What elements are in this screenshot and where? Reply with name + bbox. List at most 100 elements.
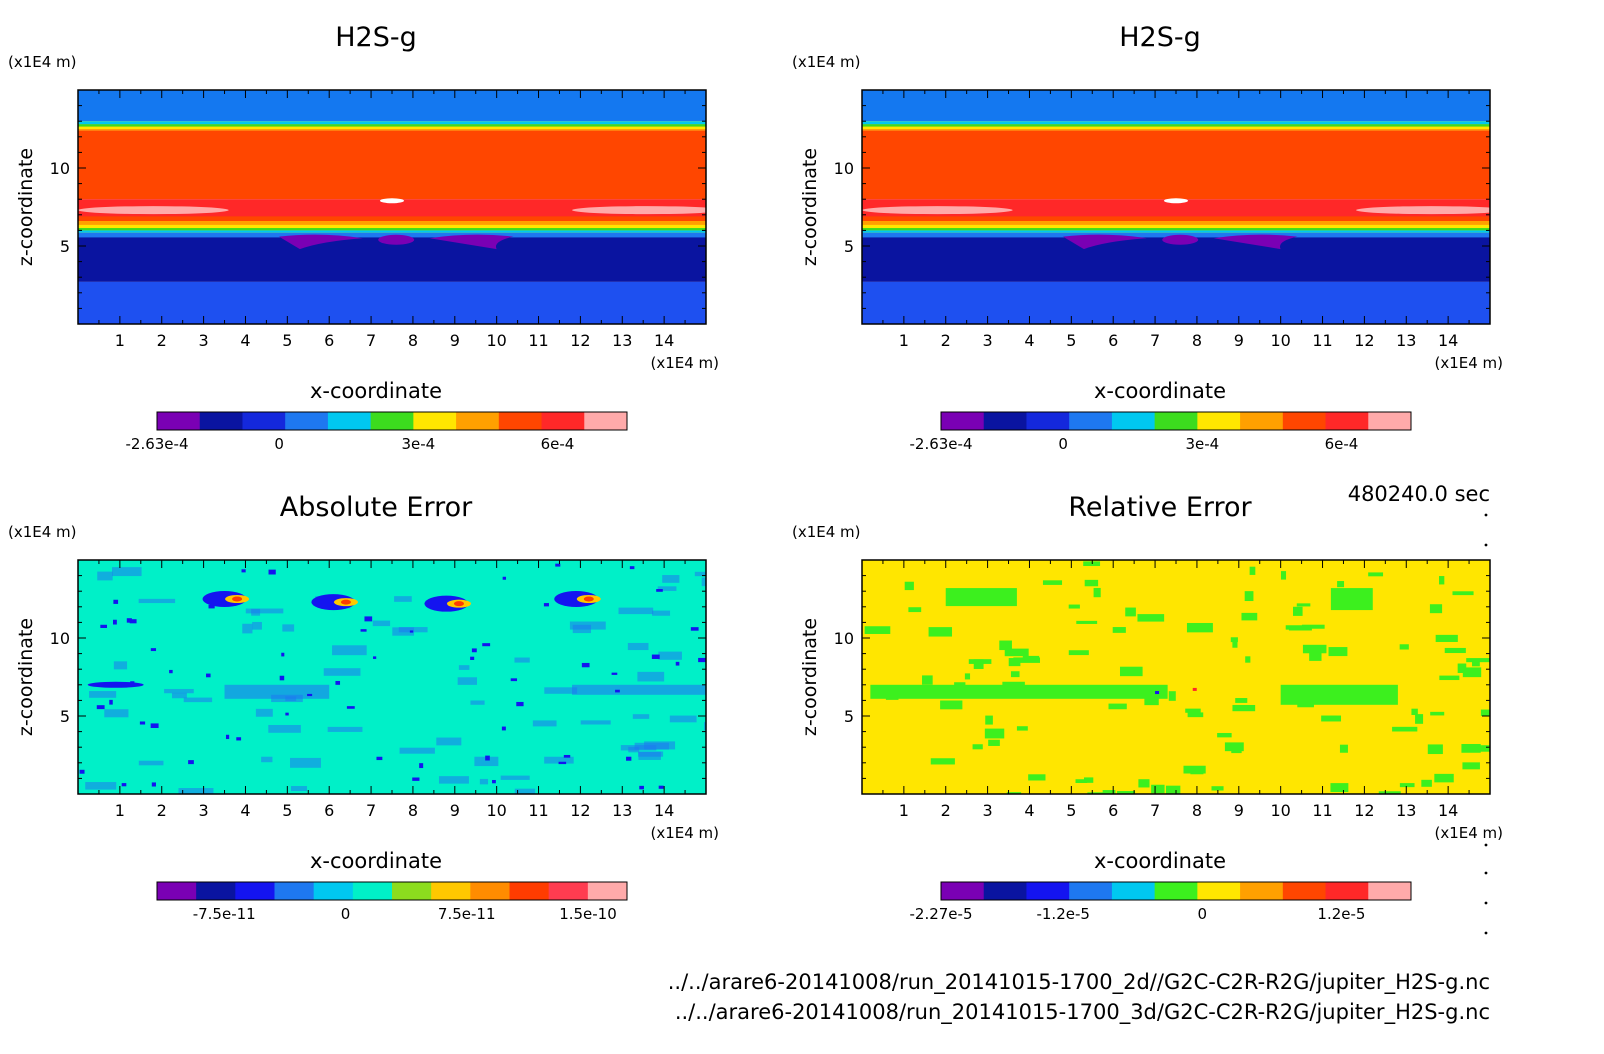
x-tick-label: 4: [1024, 331, 1034, 350]
y-tick-label: 10: [50, 159, 70, 178]
error-patch: [580, 720, 611, 725]
error-patch: [999, 640, 1012, 651]
error-patch: [372, 620, 391, 627]
error-patch: [97, 571, 113, 581]
error-patch: [225, 734, 230, 740]
error-patch: [544, 756, 574, 764]
error-patch: [1249, 566, 1256, 575]
error-patch: [183, 697, 213, 703]
error-patch: [1444, 647, 1466, 654]
error-patch: [1241, 612, 1258, 621]
error-patch: [690, 627, 699, 631]
colorbar-swatch: [1154, 882, 1198, 900]
x-tick-label: 9: [450, 331, 460, 350]
error-patch: [629, 566, 635, 570]
x-tick-label: 5: [1066, 801, 1076, 820]
x-tick-label: 1: [115, 801, 125, 820]
colorbar-swatch: [327, 412, 372, 430]
error-patch: [1328, 647, 1348, 657]
error-patch: [482, 643, 491, 647]
error-patch: [169, 669, 173, 674]
error-patch: [1293, 606, 1303, 616]
x-tick-label: 4: [240, 331, 250, 350]
error-patch: [652, 610, 671, 616]
error-patch: [471, 648, 477, 653]
x-unit-label: (x1E4 m): [650, 354, 719, 372]
error-patch: [1429, 604, 1443, 614]
error-patch: [651, 654, 660, 659]
colorbar-swatch: [196, 882, 236, 900]
error-patch: [1430, 711, 1445, 716]
y-axis-label: z-coordinate: [15, 618, 37, 736]
error-patch: [940, 700, 963, 710]
error-patch: [1151, 784, 1165, 794]
x-tick-label: 8: [1192, 331, 1202, 350]
error-patch: [694, 571, 706, 577]
x-unit-label: (x1E4 m): [1434, 824, 1503, 842]
error-patch: [632, 714, 650, 719]
error-patch: [1427, 744, 1443, 755]
colorbar-swatch: [1240, 412, 1284, 430]
colorbar-frame: [156, 411, 628, 431]
error-patch: [470, 700, 485, 705]
x-tick-label: 2: [941, 801, 951, 820]
field-band: [78, 90, 706, 122]
error-patch: [1013, 657, 1041, 663]
error-patch: [1010, 671, 1020, 678]
error-patch: [224, 684, 330, 699]
field-band: [862, 126, 1490, 129]
colorbar-swatch: [1197, 882, 1241, 900]
field-band: [78, 124, 706, 127]
error-patch: [945, 588, 1017, 607]
colorbar-frame: [156, 881, 628, 901]
error-patch: [188, 760, 194, 765]
error-patch: [1244, 591, 1254, 602]
field-band: [78, 216, 706, 222]
colorbar-tick-label: -2.63e-4: [126, 435, 189, 453]
colorbar-swatch: [456, 412, 500, 430]
error-patch: [261, 756, 273, 763]
error-patch: [972, 744, 983, 750]
error-patch: [113, 661, 128, 670]
error-patch: [558, 761, 567, 765]
chart-panel-3: Absolute Error(x1E4 m)1 2 3 4 5 6 7 8 9 10 11 12 13 1…: [8, 492, 719, 923]
error-patch: [1232, 704, 1256, 712]
error-patch: [1378, 791, 1401, 794]
x-tick-label: 10: [486, 331, 506, 350]
error-patch: [255, 708, 273, 717]
error-patch: [485, 755, 490, 761]
x-tick-label: 7: [366, 331, 376, 350]
colorbar-swatch: [1069, 412, 1113, 430]
field-feature: [380, 198, 404, 204]
error-patch: [1138, 779, 1150, 788]
error-patch: [150, 723, 159, 728]
x-tick-label: 8: [408, 331, 418, 350]
colorbar-swatch: [392, 882, 432, 900]
error-patch: [628, 746, 640, 753]
error-patch: [1452, 591, 1474, 596]
error-patch: [121, 783, 127, 787]
error-patch: [516, 701, 524, 707]
error-patch: [1302, 644, 1327, 654]
colorbar-swatch: [1154, 412, 1198, 430]
error-patch: [1083, 561, 1101, 567]
error-patch: [268, 569, 276, 575]
error-patch: [307, 693, 313, 697]
error-patch: [626, 756, 632, 761]
error-patch: [1022, 655, 1040, 660]
colorbar-tick-label: 0: [1198, 905, 1208, 923]
x-tick-label: 10: [1270, 801, 1290, 820]
error-patch: [662, 575, 680, 583]
colorbar-frame: [940, 411, 1412, 431]
error-patch: [988, 739, 1000, 746]
error-patch: [1211, 786, 1224, 791]
error-patch: [79, 769, 85, 774]
colorbar-swatch: [1325, 412, 1369, 430]
error-patch: [1337, 581, 1345, 588]
x-tick-label: 4: [1024, 801, 1034, 820]
y-tick-label: 5: [60, 707, 70, 726]
x-tick-label: 6: [1108, 331, 1118, 350]
x-tick-label: 7: [1150, 331, 1160, 350]
error-patch: [85, 782, 117, 790]
colorbar-swatch: [509, 882, 550, 900]
